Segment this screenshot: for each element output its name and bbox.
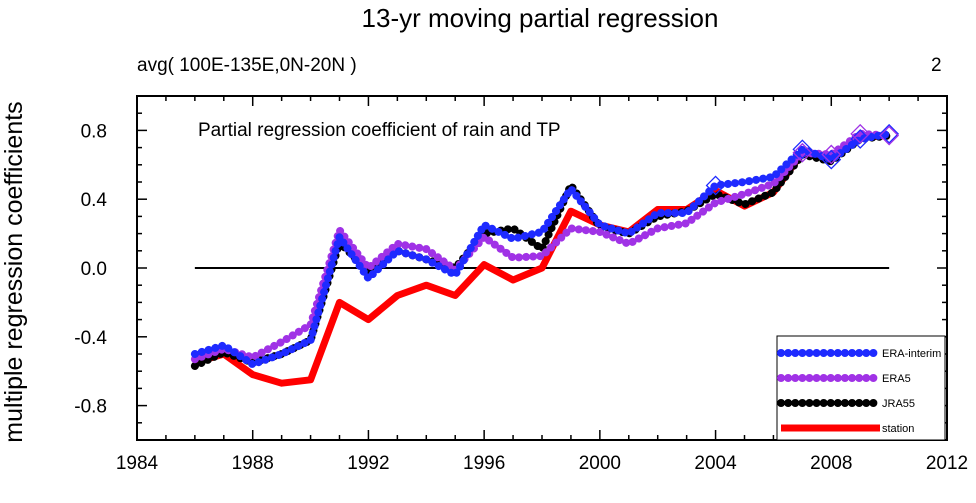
diamond-marker-era5 (792, 142, 813, 163)
y-tick-label: 0.0 (81, 259, 107, 280)
chart-annotation: Partial regression coefficient of rain a… (198, 120, 561, 141)
diamond-markers-layer (705, 123, 900, 196)
x-tick-label: 1988 (232, 453, 274, 474)
diamond-marker-era5 (821, 144, 842, 165)
diamond-marker-era-interim (705, 175, 726, 196)
y-tick-label: -0.8 (74, 397, 107, 418)
y-axis-label: multiple regression coefficients (0, 101, 28, 442)
series-line-era-interim (190, 129, 894, 369)
x-tick-label: 2004 (694, 453, 737, 474)
ticks-layer (136, 95, 948, 441)
y-tick-label: 0.4 (81, 190, 108, 211)
x-tick-label: 2000 (579, 453, 621, 474)
series-line-era5 (190, 129, 894, 364)
diamond-marker-era-interim (792, 139, 813, 160)
x-tick-label: 1996 (463, 453, 505, 474)
legend-label: ERA-interim (882, 348, 941, 360)
chart-title: 13-yr moving partial regression (362, 3, 719, 33)
x-tick-label: 1984 (116, 453, 159, 474)
diamond-marker-era5 (850, 123, 871, 144)
diamond-marker-era-interim (879, 123, 900, 144)
diamond-marker-era5 (879, 125, 900, 146)
y-tick-label: -0.4 (74, 328, 107, 349)
series-layer (190, 129, 894, 387)
legend: ERA-interim ERA5 JRA55 station (776, 335, 946, 441)
legend-label: JRA55 (882, 398, 915, 410)
legend-label: station (882, 423, 914, 435)
x-tick-label: 2012 (926, 453, 968, 474)
legend-label: ERA5 (882, 373, 911, 385)
chart-subtitle-left: avg( 100E-135E,0N-20N ) (137, 55, 357, 76)
x-tick-label: 2008 (810, 453, 852, 474)
legend-entries: ERA-interim ERA5 JRA55 station (777, 348, 941, 435)
tick-labels-layer: 1984 1988 1992 1996 2000 2004 2008 2012 -0.8 -0.4… (74, 121, 968, 474)
x-tick-label: 1992 (347, 453, 389, 474)
chart-subtitle-right: 2 (931, 55, 942, 76)
y-tick-label: 0.8 (81, 121, 107, 142)
